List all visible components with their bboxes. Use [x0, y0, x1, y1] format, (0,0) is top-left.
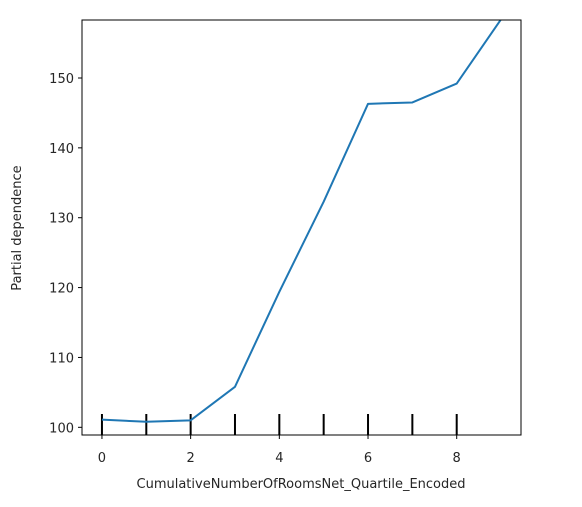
- series-line-0: [101, 20, 502, 423]
- x-axis: 0 2 4 6 8: [98, 435, 461, 466]
- x-tick-label: 4: [275, 451, 283, 466]
- plot-frame: [81, 19, 522, 436]
- x-tick-label: 2: [186, 451, 194, 466]
- line-layer: [101, 20, 502, 423]
- x-tick-label: 0: [98, 451, 106, 466]
- rug-layer: [100, 414, 458, 435]
- y-tick-label: 140: [49, 142, 74, 157]
- x-tick-label: 8: [453, 451, 461, 466]
- y-tick-label: 120: [49, 282, 74, 297]
- y-tick-label: 130: [49, 212, 74, 227]
- y-tick-label: 150: [49, 72, 74, 87]
- y-tick-label: 100: [49, 421, 74, 436]
- x-axis-label: CumulativeNumberOfRoomsNet_Quartile_Enco…: [137, 477, 466, 492]
- y-axis-label: Partial dependence: [10, 165, 25, 290]
- y-axis: 100 110 120 130 140 150: [49, 72, 82, 436]
- x-tick-label: 6: [364, 451, 372, 466]
- y-tick-label: 110: [49, 351, 74, 366]
